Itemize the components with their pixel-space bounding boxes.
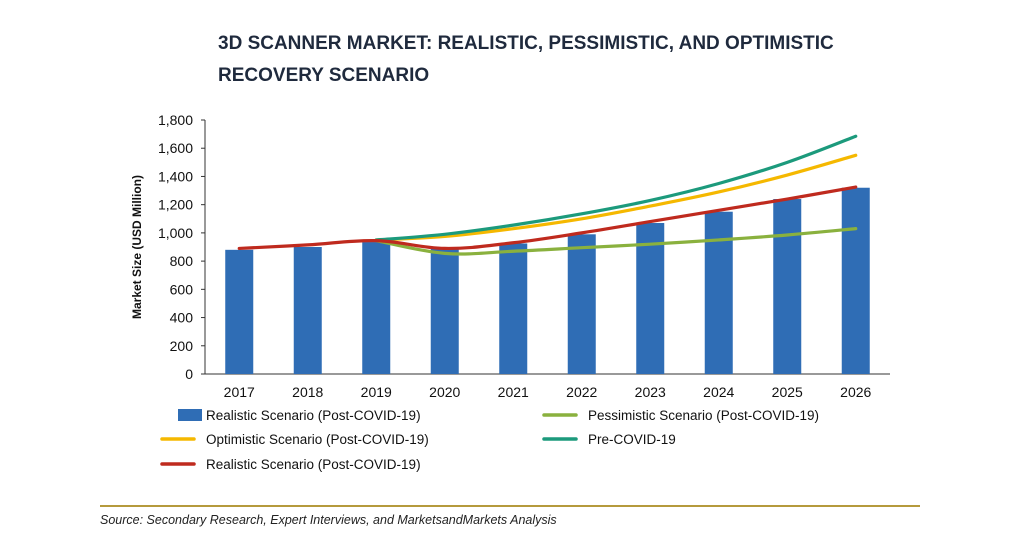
- y-tick-label: 1,600: [158, 140, 193, 156]
- x-tick-label: 2018: [292, 384, 323, 400]
- legend-label: Pre-COVID-19: [588, 432, 676, 447]
- y-tick-label: 1,400: [158, 168, 193, 184]
- x-tick-label: 2021: [498, 384, 529, 400]
- x-tick-label: 2017: [224, 384, 255, 400]
- series-line: [374, 134, 858, 242]
- bar: [430, 248, 459, 374]
- bar: [499, 243, 528, 374]
- x-tick-label: 2024: [703, 384, 734, 400]
- x-tick-label: 2020: [429, 384, 460, 400]
- y-tick-label: 200: [170, 338, 194, 354]
- source-divider: [100, 505, 920, 507]
- x-tick-label: 2026: [840, 384, 871, 400]
- y-tick-label: 1,800: [158, 112, 193, 128]
- y-tick-label: 600: [170, 281, 194, 297]
- x-tick-label: 2022: [566, 384, 597, 400]
- bar: [704, 211, 733, 374]
- bar: [773, 199, 802, 374]
- series-line: [374, 227, 858, 256]
- legend-label: Realistic Scenario (Post-COVID-19): [206, 457, 421, 472]
- legend: Realistic Scenario (Post-COVID-19) Pessim…: [160, 408, 819, 472]
- x-tick-label: 2025: [772, 384, 803, 400]
- x-tick-label: 2023: [635, 384, 666, 400]
- bar: [636, 223, 665, 374]
- x-tick-label: 2019: [361, 384, 392, 400]
- chart-title: 3D SCANNER MARKET: REALISTIC, PESSIMISTI…: [218, 33, 834, 86]
- bar: [225, 249, 254, 374]
- y-tick-label: 400: [170, 310, 194, 326]
- legend-label: Pessimistic Scenario (Post-COVID-19): [588, 408, 819, 423]
- legend-label: Optimistic Scenario (Post-COVID-19): [206, 432, 429, 447]
- y-tick-label: 1,000: [158, 225, 193, 241]
- chart: 0 200 400 600 800 1,000 1,200 1,400 1,600 1,800 Ma…: [130, 112, 890, 472]
- y-tick-label: 1,200: [158, 197, 193, 213]
- legend-swatch-bar: [178, 409, 202, 421]
- legend-label: Realistic Scenario (Post-COVID-19): [206, 408, 421, 423]
- series-line: [237, 185, 858, 251]
- bar: [362, 242, 391, 374]
- bar: [293, 247, 322, 374]
- y-axis-title: Market Size (USD Million): [130, 175, 144, 319]
- y-tick-label: 800: [170, 253, 194, 269]
- bar: [841, 187, 870, 374]
- lines: [237, 134, 858, 256]
- y-tick-label: 0: [185, 366, 193, 382]
- series-line: [374, 153, 858, 242]
- bars: [225, 187, 870, 374]
- source-note: Source: Secondary Research, Expert Inter…: [100, 513, 557, 527]
- bar: [567, 234, 596, 374]
